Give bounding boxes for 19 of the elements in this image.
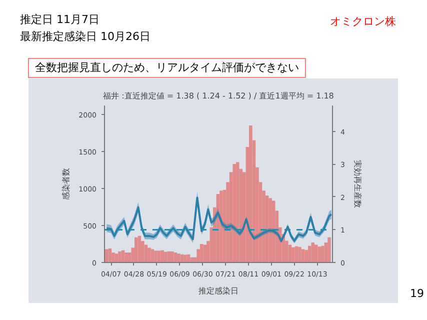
bar [328, 237, 331, 262]
bar [112, 252, 115, 262]
text: 19 [409, 286, 424, 302]
text: オミクロン株 [330, 14, 396, 30]
chart-title: 福井 :直近推定値 = 1.38 ( 1.24 - 1.52 ) / 直近1週平均 = 1.18 [103, 92, 334, 100]
text: 推定日 11月7日 [20, 12, 100, 28]
text: 最新推定感染日 10月26日 [20, 29, 150, 45]
y-axis-title: 感染者数 [62, 168, 71, 200]
bar [314, 244, 318, 262]
bar [144, 244, 148, 262]
bar [249, 125, 252, 262]
bar [134, 237, 138, 262]
y2-axis-title: 実効再生産数 [352, 160, 362, 208]
x-axis-title: 推定感染日 [198, 286, 238, 296]
text: 全数把握見直しのため、リアルタイム評価ができない [28, 58, 306, 78]
bar [177, 254, 180, 262]
bar [190, 257, 194, 262]
bar [105, 249, 108, 262]
bar [220, 190, 223, 262]
